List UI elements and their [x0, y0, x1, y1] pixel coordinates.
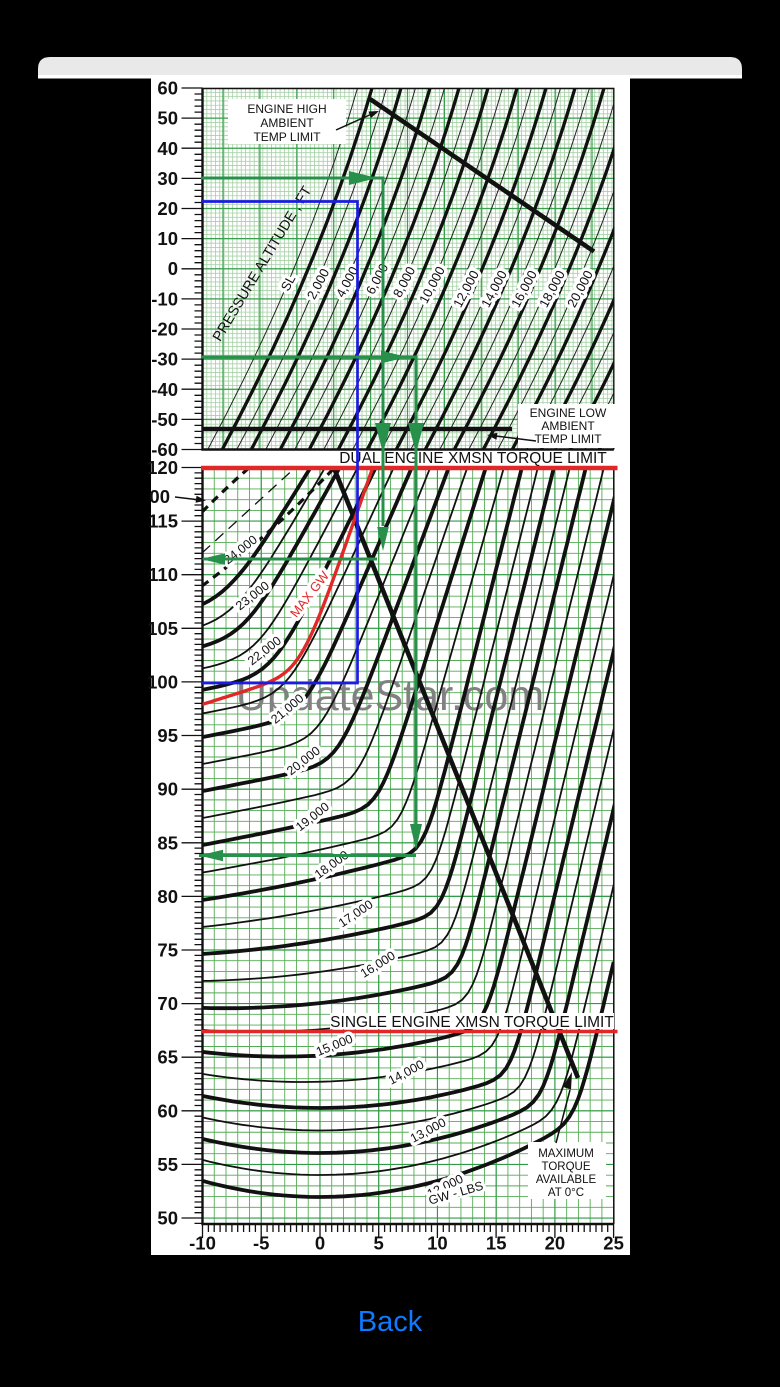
svg-text:-5: -5 — [253, 1233, 269, 1254]
svg-text:-50: -50 — [151, 409, 178, 430]
svg-text:0: 0 — [168, 258, 178, 279]
svg-text:15: 15 — [486, 1233, 507, 1254]
svg-text:Back: Back — [358, 1306, 423, 1338]
svg-text:AT 0°C: AT 0°C — [548, 1187, 584, 1199]
svg-text:90: 90 — [157, 779, 178, 800]
svg-text:115: 115 — [148, 511, 178, 532]
svg-text:SINGLE ENGINE XMSN TORQUE LIMI: SINGLE ENGINE XMSN TORQUE LIMIT — [330, 1014, 614, 1031]
svg-text:ENGINE HIGH: ENGINE HIGH — [247, 102, 326, 116]
svg-text:TEMP LIMIT: TEMP LIMIT — [534, 432, 602, 446]
svg-text:TEMP LIMIT: TEMP LIMIT — [253, 130, 321, 144]
svg-text:ENGINE LOW: ENGINE LOW — [530, 406, 607, 420]
svg-text:60: 60 — [157, 78, 178, 99]
svg-text:-40: -40 — [151, 379, 178, 400]
svg-text:120: 120 — [147, 457, 178, 478]
svg-text:95: 95 — [157, 725, 178, 746]
svg-text:TORQUE: TORQUE — [542, 1161, 591, 1173]
svg-text:AMBIENT: AMBIENT — [541, 419, 595, 433]
svg-text:70: 70 — [157, 993, 178, 1014]
svg-text:10: 10 — [427, 1233, 448, 1254]
svg-text:110: 110 — [148, 564, 178, 585]
svg-text:-10: -10 — [189, 1233, 216, 1254]
svg-text:105: 105 — [147, 618, 178, 639]
svg-text:-10: -10 — [151, 288, 178, 309]
svg-text:0: 0 — [315, 1233, 325, 1254]
svg-text:50: 50 — [157, 108, 178, 129]
svg-text:10: 10 — [157, 228, 178, 249]
svg-text:40: 40 — [157, 138, 178, 159]
svg-text:AVAILABLE: AVAILABLE — [536, 1174, 597, 1186]
svg-text:100: 100 — [147, 671, 178, 692]
svg-text:-20: -20 — [151, 319, 178, 340]
svg-text:25: 25 — [603, 1233, 624, 1254]
svg-text:AMBIENT: AMBIENT — [260, 116, 314, 130]
svg-text:20: 20 — [157, 198, 178, 219]
svg-text:65: 65 — [157, 1047, 178, 1068]
svg-text:00: 00 — [149, 486, 170, 507]
svg-text:MAXIMUM: MAXIMUM — [538, 1148, 594, 1160]
svg-text:60: 60 — [157, 1100, 178, 1121]
svg-text:5: 5 — [374, 1233, 384, 1254]
svg-text:20: 20 — [545, 1233, 566, 1254]
svg-text:-60: -60 — [151, 439, 178, 460]
svg-text:75: 75 — [157, 940, 178, 961]
svg-text:85: 85 — [157, 832, 178, 853]
svg-text:55: 55 — [157, 1154, 178, 1175]
svg-text:80: 80 — [157, 886, 178, 907]
svg-text:50: 50 — [157, 1208, 178, 1229]
svg-text:-30: -30 — [151, 349, 178, 370]
svg-text:30: 30 — [157, 168, 178, 189]
svg-text:DUAL ENGINE XMSN TORQUE LIMIT: DUAL ENGINE XMSN TORQUE LIMIT — [339, 450, 607, 467]
